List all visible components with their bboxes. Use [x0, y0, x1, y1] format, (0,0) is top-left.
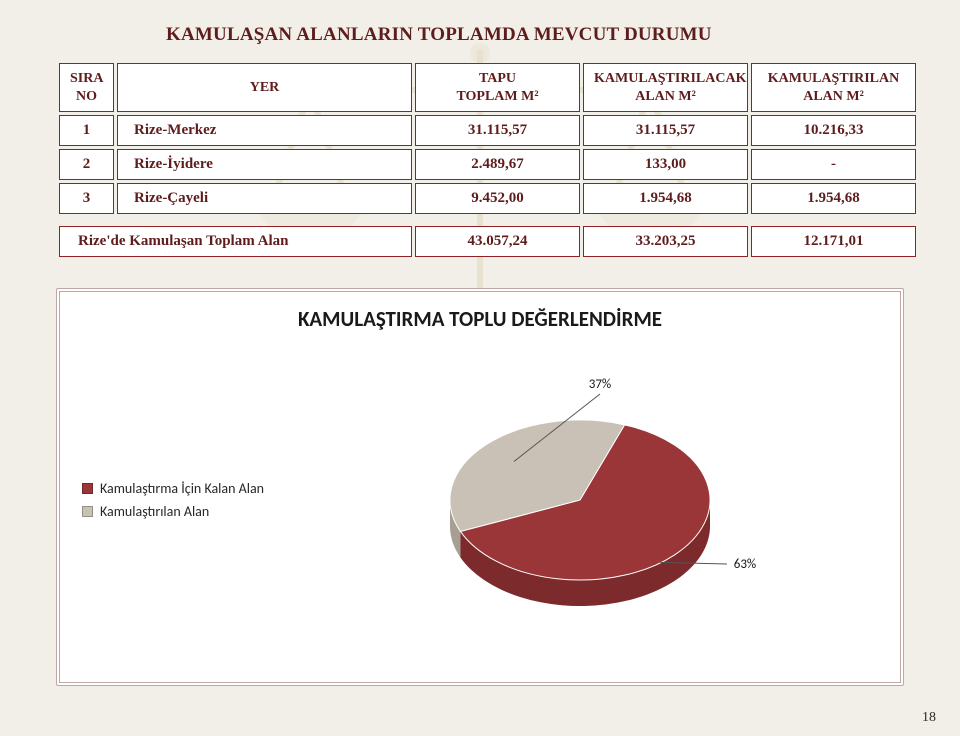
cell-no: 3 [59, 183, 114, 214]
pie-chart: 37% 63% [312, 340, 878, 660]
cell-kcak: 31.115,57 [583, 115, 748, 146]
chart-card: KAMULAŞTIRMA TOPLU DEĞERLENDİRME Kamulaş… [56, 288, 904, 686]
cell-yer: Rize-Çayeli [117, 183, 412, 214]
table-header-row: SIRANO YER TAPUTOPLAM M² KAMULAŞTIRILACA… [59, 63, 916, 112]
cell-no: 2 [59, 149, 114, 180]
chart-legend: Kamulaştırma İçin Kalan Alan Kamulaştırıl… [82, 474, 312, 526]
cell-kcak: 133,00 [583, 149, 748, 180]
svg-text:37%: 37% [589, 377, 611, 392]
th-no: SIRANO [59, 63, 114, 112]
cell-klan: 1.954,68 [751, 183, 916, 214]
table-total-row: Rize'de Kamulaşan Toplam Alan43.057,2433… [59, 226, 916, 257]
legend-item: Kamulaştırma İçin Kalan Alan [82, 480, 312, 497]
cell-klan: 10.216,33 [751, 115, 916, 146]
cell-total-klan: 12.171,01 [751, 226, 916, 257]
cell-total-label: Rize'de Kamulaşan Toplam Alan [59, 226, 412, 257]
cell-klan: - [751, 149, 916, 180]
cell-yer: Rize-İyidere [117, 149, 412, 180]
cell-tapu: 9.452,00 [415, 183, 580, 214]
cell-tapu: 31.115,57 [415, 115, 580, 146]
legend-label: Kamulaştırma İçin Kalan Alan [100, 480, 264, 497]
th-tapu: TAPUTOPLAM M² [415, 63, 580, 112]
cell-total-tapu: 43.057,24 [415, 226, 580, 257]
table-row: 1Rize-Merkez31.115,5731.115,5710.216,33 [59, 115, 916, 146]
th-klan: KAMULAŞTIRILANALAN M² [751, 63, 916, 112]
table-row: 3Rize-Çayeli9.452,001.954,681.954,68 [59, 183, 916, 214]
legend-swatch [82, 506, 93, 517]
data-table: SIRANO YER TAPUTOPLAM M² KAMULAŞTIRILACA… [56, 60, 904, 260]
cell-total-kcak: 33.203,25 [583, 226, 748, 257]
cell-kcak: 1.954,68 [583, 183, 748, 214]
th-kcak: KAMULAŞTIRILACAKALAN M² [583, 63, 748, 112]
page-title: KAMULAŞAN ALANLARIN TOPLAMDA MEVCUT DURU… [166, 24, 904, 46]
legend-label: Kamulaştırılan Alan [100, 503, 209, 520]
svg-text:63%: 63% [734, 557, 756, 572]
legend-item: Kamulaştırılan Alan [82, 503, 312, 520]
cell-no: 1 [59, 115, 114, 146]
cell-yer: Rize-Merkez [117, 115, 412, 146]
th-yer: YER [117, 63, 412, 112]
table-row: 2Rize-İyidere2.489,67133,00- [59, 149, 916, 180]
chart-title: KAMULAŞTIRMA TOPLU DEĞERLENDİRME [82, 306, 878, 332]
cell-tapu: 2.489,67 [415, 149, 580, 180]
page-number: 18 [922, 710, 936, 726]
legend-swatch [82, 483, 93, 494]
